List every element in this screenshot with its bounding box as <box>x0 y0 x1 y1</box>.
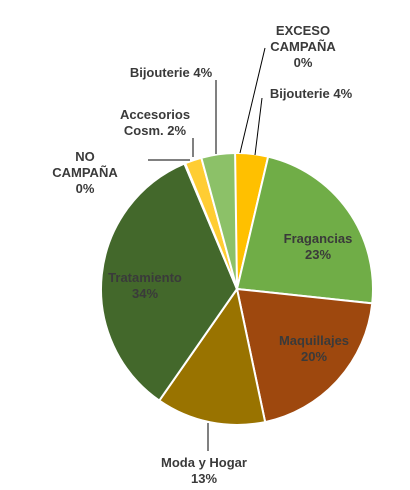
data-label-line: 20% <box>301 349 327 364</box>
data-label-line: EXCESO <box>276 23 330 38</box>
data-label: Tratamiento 34% <box>108 270 182 301</box>
data-label-line: Cosm. 2% <box>124 123 187 138</box>
data-label: Bijouterie 4% <box>130 65 213 80</box>
data-label-line: 0% <box>294 55 313 70</box>
data-label-line: Moda y Hogar <box>161 455 247 470</box>
data-label-line: 23% <box>305 247 331 262</box>
data-label-line: NO <box>75 149 95 164</box>
data-label: Maquillajes 20% <box>279 333 349 364</box>
pie-slice-moda-y-hogar <box>158 288 267 426</box>
data-label-line: CAMPAÑA <box>270 39 336 54</box>
data-label: Accesorios Cosm. 2% <box>120 107 190 138</box>
labels-layer: EXCESO CAMPAÑA 0%Bijouterie 4%Fragancias 23… <box>52 23 352 486</box>
data-label-line: Bijouterie 4% <box>270 86 353 101</box>
leader-lines-layer <box>148 47 266 451</box>
leader-line <box>239 47 266 154</box>
pie-slice-maquillajes <box>236 288 374 424</box>
data-label-line: 0% <box>76 181 95 196</box>
data-label: EXCESO CAMPAÑA 0% <box>270 23 336 70</box>
pie-slice-tratamiento <box>100 162 238 402</box>
data-label-line: Accesorios <box>120 107 190 122</box>
data-label-line: Fragancias <box>284 231 353 246</box>
data-label-line: CAMPAÑA <box>52 165 118 180</box>
pie-slice-fragancias <box>236 155 374 305</box>
data-label-line: 13% <box>191 471 217 486</box>
data-label-line: 34% <box>132 286 158 301</box>
data-label: Fragancias 23% <box>284 231 353 262</box>
data-label: Moda y Hogar 13% <box>161 455 247 486</box>
data-label: Bijouterie 4% <box>270 86 353 101</box>
slices-layer <box>100 152 374 426</box>
pie-slice-bijouterie <box>200 152 238 290</box>
data-label-line: Bijouterie 4% <box>130 65 213 80</box>
data-label: NO CAMPAÑA 0% <box>52 149 118 196</box>
data-label-line: Tratamiento <box>108 270 182 285</box>
data-label-line: Maquillajes <box>279 333 349 348</box>
leader-line <box>254 97 263 156</box>
